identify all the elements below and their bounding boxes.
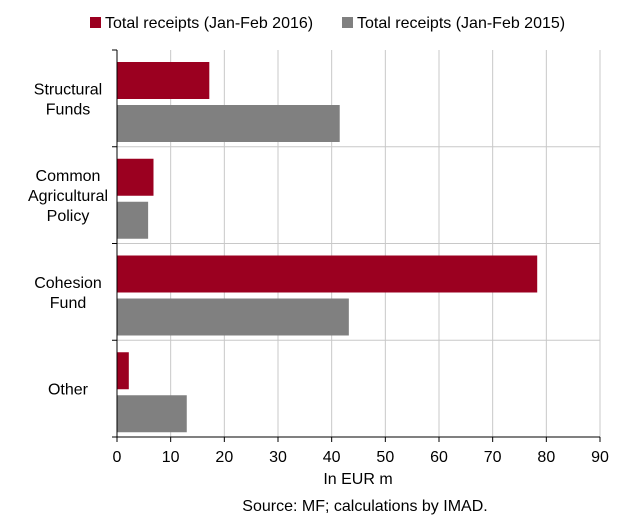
x-tick-label: 50: [376, 449, 394, 466]
x-tick-label: 60: [430, 449, 448, 466]
legend: Total receipts (Jan-Feb 2016) Total recei…: [90, 15, 565, 32]
category-label: Agricultural: [28, 188, 108, 205]
x-tick-labels: 0 10 20 30 40 50 60 70 80 90: [113, 449, 609, 466]
x-tick-label: 40: [323, 449, 341, 466]
bar-2015: [117, 201, 149, 239]
x-tick-label: 20: [215, 449, 233, 466]
category-label: Other: [48, 382, 89, 399]
legend-label: Total receipts (Jan-Feb 2016): [105, 15, 313, 32]
bar-2015: [117, 395, 187, 433]
x-tick-label: 10: [162, 449, 180, 466]
bar-2015: [117, 298, 349, 336]
category-label: Cohesion: [34, 275, 102, 292]
category-label: Fund: [50, 295, 86, 312]
legend-label: Total receipts (Jan-Feb 2015): [357, 15, 565, 32]
category-label: Policy: [47, 208, 90, 225]
x-tick-label: 0: [113, 449, 122, 466]
x-tick-label: 70: [484, 449, 502, 466]
bars: [117, 62, 538, 433]
category-label: Structural: [34, 81, 102, 98]
legend-swatch: [90, 17, 101, 28]
category-labels: Structural Funds Common Agricultural Policy C…: [28, 81, 108, 398]
axes: [112, 49, 601, 442]
bar-2015: [117, 105, 340, 142]
x-tick-label: 80: [537, 449, 555, 466]
x-axis-label: In EUR m: [323, 471, 392, 488]
bar-2016: [117, 255, 538, 293]
x-tick-label: 90: [591, 449, 609, 466]
source-note: Source: MF; calculations by IMAD.: [242, 498, 487, 515]
category-label: Funds: [46, 101, 90, 118]
bar-2016: [117, 352, 129, 390]
x-tick-label: 30: [269, 449, 287, 466]
bar-2016: [117, 62, 210, 99]
bar-2016: [117, 158, 154, 196]
category-label: Common: [36, 168, 101, 185]
legend-swatch: [342, 17, 353, 28]
